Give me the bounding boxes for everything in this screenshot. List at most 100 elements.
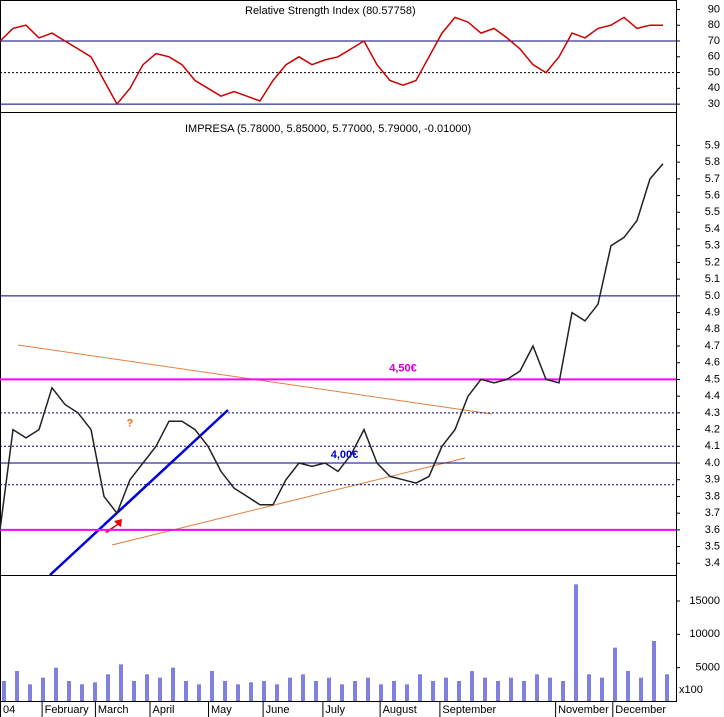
x-tick-label: November — [558, 704, 609, 716]
y-tick-label: 3.8 — [705, 490, 720, 502]
y-tick-label: 10000 — [689, 628, 720, 640]
x-tick-label: September — [442, 704, 496, 716]
volume-bar — [340, 684, 344, 701]
y-tick-label: 4.0 — [705, 457, 720, 469]
x-tick-label: April — [153, 704, 175, 716]
x-tick-label: March — [98, 704, 129, 716]
y-tick-label: 40 — [708, 82, 720, 94]
volume-bar — [236, 684, 240, 701]
volume-bar — [145, 674, 149, 701]
volume-bar — [301, 674, 305, 701]
volume-bar — [457, 681, 461, 701]
x-tick-label: July — [325, 704, 345, 716]
volume-bar — [132, 681, 136, 701]
y-tick-label: 5.0 — [705, 290, 720, 302]
volume-bar — [418, 674, 422, 701]
x-tick-label: June — [266, 704, 290, 716]
x-tick-label: February — [45, 704, 90, 716]
y-tick-label: 4.7 — [705, 340, 720, 352]
y-tick-label: 3.9 — [705, 474, 720, 486]
volume-bar — [249, 682, 253, 701]
y-tick-label: 50 — [708, 66, 720, 78]
volume-bar — [392, 681, 396, 701]
y-tick-label: 5000 — [696, 662, 720, 674]
volume-bar — [288, 677, 292, 701]
volume-bar — [314, 681, 318, 701]
volume-bar — [665, 674, 669, 701]
y-tick-label: 4.4 — [705, 390, 720, 402]
y-tick-label: 3.4 — [705, 557, 720, 569]
volume-bar — [2, 681, 6, 701]
annotation: 4,00€ — [331, 449, 359, 461]
y-tick-label: 5.4 — [705, 223, 720, 235]
y-tick-label: 90 — [708, 3, 720, 15]
volume-bar — [184, 681, 188, 701]
y-tick-label: 5.3 — [705, 240, 720, 252]
volume-bar — [210, 671, 214, 701]
y-tick-label: 60 — [708, 51, 720, 63]
volume-bar — [496, 681, 500, 701]
volume-bar — [652, 641, 656, 701]
volume-bar — [470, 671, 474, 701]
volume-bar — [613, 647, 617, 701]
trend-line — [49, 409, 229, 576]
volume-bar — [587, 674, 591, 701]
volume-bar — [28, 684, 32, 701]
volume-bar — [171, 667, 175, 701]
volume-bar — [639, 677, 643, 701]
volume-bar — [535, 674, 539, 701]
data-line — [0, 163, 664, 530]
x-tick-label: August — [383, 704, 417, 716]
y-tick-label: 4.5 — [705, 373, 720, 385]
y-tick-label: 5.7 — [705, 173, 720, 185]
y-tick-label: 5.5 — [705, 206, 720, 218]
data-line — [0, 16, 663, 106]
y-tick-label: 5.9 — [705, 139, 720, 151]
volume-bar — [119, 664, 123, 701]
volume-bar — [275, 684, 279, 701]
volume-bar — [574, 584, 578, 701]
volume-bar — [522, 681, 526, 701]
x-tick-label: May — [211, 704, 232, 716]
y-tick-label: 5.6 — [705, 189, 720, 201]
y-tick-label: 3.6 — [705, 524, 720, 536]
y-tick-label: 80 — [708, 19, 720, 31]
y-tick-label: 4.1 — [705, 440, 720, 452]
y-tick-label: 5.2 — [705, 256, 720, 268]
volume-bar — [626, 671, 630, 701]
panel-title: IMPRESA (5.78000, 5.85000, 5.77000, 5.79… — [185, 123, 471, 135]
unit-label: x100 — [679, 684, 703, 696]
volume-bar — [405, 684, 409, 701]
volume-bar — [483, 677, 487, 701]
volume-bar — [54, 667, 58, 701]
volume-bar — [327, 677, 331, 701]
volume-bar — [561, 681, 565, 701]
panel-frame — [0, 575, 677, 702]
volume-bar — [197, 684, 201, 701]
y-tick-label: 4.6 — [705, 357, 720, 369]
volume-bar — [509, 677, 513, 701]
volume-bar — [431, 681, 435, 701]
y-tick-label: 70 — [708, 35, 720, 47]
y-tick-label: 4.8 — [705, 323, 720, 335]
volume-bar — [15, 671, 19, 701]
volume-bar — [366, 677, 370, 701]
panel-title: Relative Strength Index (80.57758) — [245, 5, 416, 17]
volume-bar — [600, 677, 604, 701]
y-tick-label: 4.9 — [705, 306, 720, 318]
volume-bar — [262, 681, 266, 701]
volume-bar — [379, 684, 383, 701]
annotation: ? — [127, 417, 134, 429]
x-tick-label: December — [615, 704, 666, 716]
volume-bar — [548, 677, 552, 701]
annotation: 4,50€ — [389, 362, 417, 374]
volume-bar — [93, 682, 97, 701]
volume-bar — [444, 677, 448, 701]
volume-bar — [158, 677, 162, 701]
y-tick-label: 5.1 — [705, 273, 720, 285]
y-tick-label: 4.3 — [705, 407, 720, 419]
y-tick-label: 15000 — [689, 595, 720, 607]
y-tick-label: 5.8 — [705, 156, 720, 168]
